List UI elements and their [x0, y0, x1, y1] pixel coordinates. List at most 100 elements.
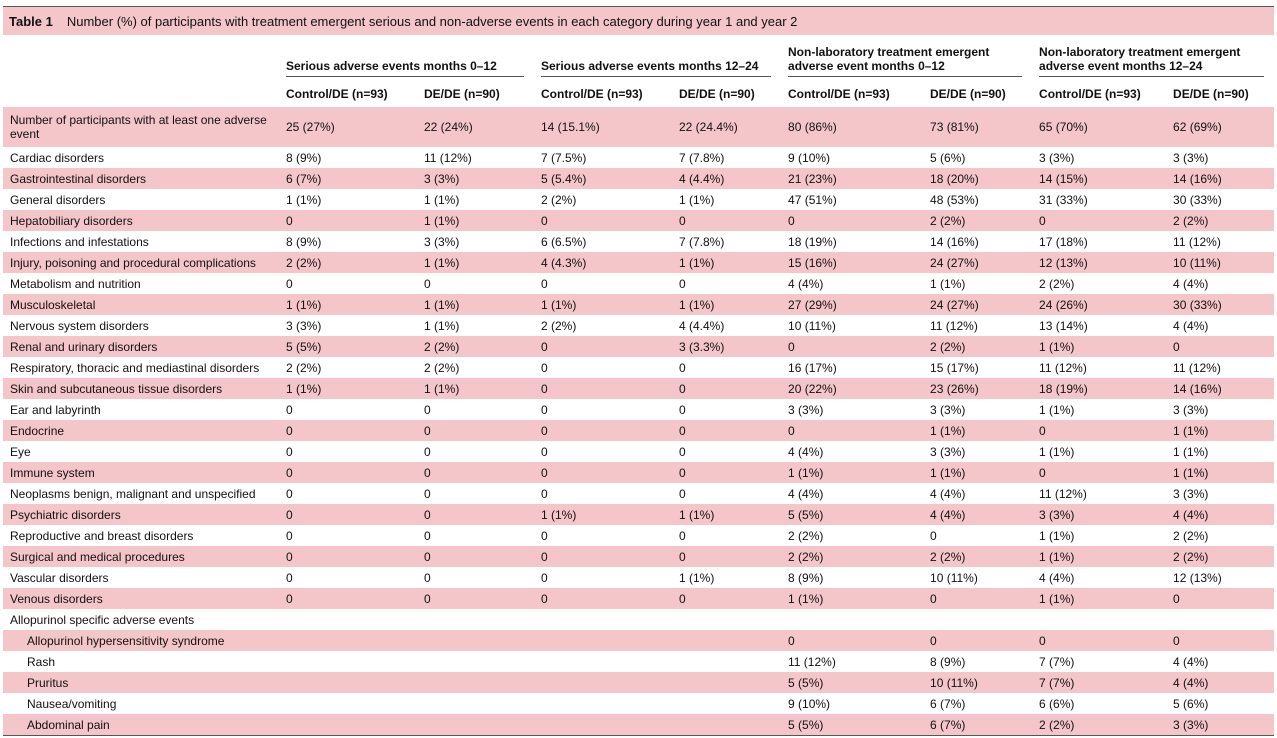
table-cell: 8 (9%) — [286, 150, 322, 165]
table-cell: 0 — [1032, 462, 1167, 483]
corner-cell — [3, 80, 279, 107]
table-cell: 8 (9%) — [788, 570, 824, 585]
table-cell: 0 — [286, 402, 293, 417]
table-cell: 0 — [534, 588, 672, 609]
table-cell: 0 — [424, 528, 431, 543]
table-cell: 9 (10%) — [788, 696, 831, 711]
table-cell: 31 (33%) — [1039, 192, 1088, 207]
table-row: Rash 11 (12%) 8 (9%) 7 (7%) 4 (4%) — [3, 651, 1274, 672]
table-cell: 0 — [1032, 630, 1167, 651]
table-cell: 0 — [672, 588, 782, 609]
table-cell: 3 (3%) — [1173, 150, 1209, 165]
table-cell: 4 (4.4%) — [672, 168, 782, 189]
table-cell: 2 (2%) — [541, 192, 577, 207]
table-cell: 0 — [286, 444, 293, 459]
table-cell: 0 — [541, 486, 548, 501]
row-label: Endocrine — [3, 420, 279, 441]
table-cell: 2 (2%) — [1173, 528, 1209, 543]
table-cell: 1 (1%) — [286, 192, 322, 207]
table-cell: 10 (11%) — [1166, 252, 1275, 273]
table-cell: 11 (12%) — [1173, 234, 1221, 249]
table-cell — [781, 609, 923, 630]
table-cell: 11 (12%) — [930, 318, 978, 333]
table-cell: 1 (1%) — [417, 252, 534, 273]
row-label: Neoplasms benign, malignant and unspecif… — [10, 486, 256, 501]
table-cell — [534, 714, 672, 736]
table-cell: 0 — [1166, 336, 1275, 357]
row-label: Gastrointestinal disorders — [3, 168, 279, 189]
table-cell: 3 (3%) — [424, 234, 460, 249]
table-row: Skin and subcutaneous tissue disorders 1 … — [3, 378, 1275, 399]
table-cell: 0 — [679, 360, 686, 375]
table-cell: 2 (2%) — [286, 360, 322, 375]
table-cell: 10 (11%) — [788, 318, 836, 333]
table-cell: 5 (5.4%) — [534, 168, 672, 189]
table-row: Infections and infestations 8 (9%) 3 (3%) 6… — [3, 231, 1274, 252]
table-row: General disorders 1 (1%) 1 (1%) 2 (2%) 1 (1%… — [3, 189, 1274, 210]
table-cell: 2 (2%) — [1032, 714, 1167, 736]
table-row: Endocrine 0 0 0 0 0 1 (1%) 0 1 (1%) — [3, 420, 1275, 441]
column-header: Control/DE (n=93) — [788, 86, 890, 101]
table-cell: 1 (1%) — [424, 192, 460, 207]
column-header: DE/DE (n=90) — [1173, 86, 1249, 101]
table-cell: 9 (10%) — [788, 150, 831, 165]
table-cell: 0 — [279, 588, 417, 609]
table-cell: 1 (1%) — [672, 294, 782, 315]
table-cell: 1 (1%) — [1032, 336, 1167, 357]
table-cell — [672, 672, 782, 693]
table-row: Abdominal pain 5 (5%) 6 (7%) 2 (2%) 3 (3%) — [3, 714, 1275, 736]
table-cell: 3 (3.3%) — [672, 336, 782, 357]
table-cell: 4 (4%) — [1173, 318, 1209, 333]
table-cell: 0 — [424, 402, 431, 417]
table-cell: 0 — [1032, 210, 1167, 231]
table-cell: 2 (2%) — [781, 546, 924, 567]
table-cell: 0 — [286, 276, 293, 291]
adverse-events-table: Serious adverse events months 0–12 Serio… — [3, 35, 1275, 736]
table-cell: 30 (33%) — [1166, 294, 1275, 315]
table-cell: 3 (3%) — [788, 402, 824, 417]
table-cell: 7 (7.8%) — [679, 234, 725, 249]
table-cell — [417, 714, 534, 736]
table-cell: 4 (4.3%) — [534, 252, 672, 273]
table-cell: 2 (2%) — [279, 252, 417, 273]
table-cell: 0 — [679, 402, 686, 417]
row-label: Nausea/vomiting — [27, 696, 117, 711]
table-cell: 4 (4%) — [930, 486, 966, 501]
table-cell: 0 — [672, 420, 782, 441]
table-cell — [923, 609, 1032, 630]
table-cell: 14 (16%) — [1166, 378, 1275, 399]
row-label: Immune system — [3, 462, 279, 483]
table-cell: 11 (12%) — [424, 150, 472, 165]
table-cell: 5 (5%) — [781, 714, 924, 736]
column-header: DE/DE (n=90) — [679, 86, 755, 101]
table-cell: 0 — [923, 630, 1033, 651]
group-header: Non-laboratory treatment emergent advers… — [781, 35, 1032, 80]
table-cell: 0 — [672, 462, 782, 483]
table-cell: 0 — [534, 420, 672, 441]
table-cell: 0 — [417, 504, 534, 525]
table-cell: 1 (1%) — [279, 294, 417, 315]
table-cell — [279, 651, 417, 672]
table-cell: 1 (1%) — [923, 462, 1033, 483]
table-cell: 6 (6%) — [1039, 696, 1075, 711]
table-cell: 0 — [279, 462, 417, 483]
table-row: Number of participants with at least one… — [3, 107, 1275, 147]
table-cell: 62 (69%) — [1166, 107, 1275, 147]
table-cell: 3 (3%) — [930, 402, 966, 417]
table-cell: 11 (12%) — [1039, 486, 1087, 501]
table-cell — [417, 672, 534, 693]
table-cell: 47 (51%) — [788, 192, 837, 207]
table-cell: 1 (1%) — [417, 210, 534, 231]
table-cell — [417, 630, 534, 651]
row-label: Eye — [10, 444, 31, 459]
row-label: Renal and urinary disorders — [3, 336, 279, 357]
table-cell: 1 (1%) — [1166, 420, 1275, 441]
table-cell: 0 — [279, 504, 417, 525]
table-cell: 1 (1%) — [424, 318, 460, 333]
table-title: Number (%) of participants with treatmen… — [66, 14, 798, 29]
table-cell: 1 (1%) — [781, 462, 924, 483]
table-cell: 3 (3%) — [930, 444, 966, 459]
table-cell: 18 (19%) — [1032, 378, 1167, 399]
row-label: Skin and subcutaneous tissue disorders — [3, 378, 279, 399]
table-cell: 1 (1%) — [1166, 462, 1275, 483]
